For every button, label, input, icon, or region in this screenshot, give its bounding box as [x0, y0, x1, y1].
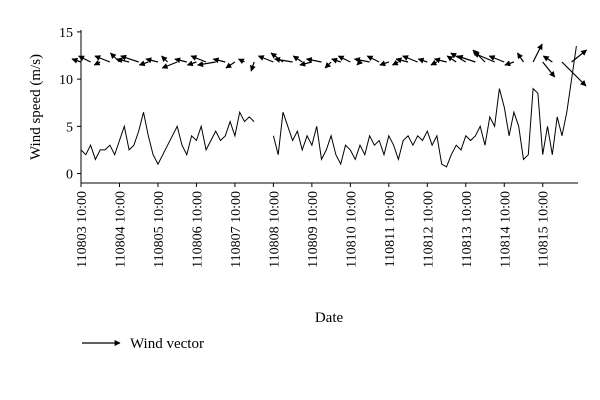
wind-vector: [417, 57, 428, 64]
wind-vector: [542, 61, 556, 78]
y-tick-label: 10: [59, 73, 73, 88]
wind-vector: [186, 60, 197, 67]
wind-vector: [488, 55, 505, 63]
y-axis-label: Wind speed (m/s): [28, 54, 44, 160]
x-tick-label: 110807 10:00: [229, 191, 244, 268]
x-axis-label: Date: [315, 310, 344, 326]
wind-vector: [257, 55, 274, 63]
wind-vector: [93, 59, 101, 66]
wind-vector: [299, 60, 313, 67]
wind-vector: [145, 57, 159, 64]
x-tick-label: 110803 10:00: [75, 191, 90, 268]
x-tick-label: 110804 10:00: [113, 191, 128, 268]
wind-vector: [110, 52, 120, 63]
wind-vector: [250, 61, 256, 72]
y-tick-label: 15: [59, 26, 73, 41]
wind-vector: [161, 55, 168, 63]
wind-vector: [353, 57, 370, 64]
wind-vector: [532, 43, 543, 63]
wind-vector: [456, 54, 476, 63]
wind-vector: [197, 61, 216, 68]
wind-vector: [446, 55, 457, 63]
x-tick-label: 110814 10:00: [498, 191, 513, 268]
wind-vector: [379, 60, 390, 67]
wind-vector: [161, 61, 178, 69]
wind-vector: [331, 57, 341, 64]
wind-vector: [402, 55, 418, 63]
x-tick-label: 110812 10:00: [421, 191, 436, 268]
x-tick-label: 110806 10:00: [190, 191, 205, 268]
x-tick-label: 110815 10:00: [537, 191, 552, 268]
wind-vector: [324, 61, 332, 69]
wind-vector: [516, 52, 524, 63]
wind-vector: [356, 59, 363, 66]
wind-vector: [292, 55, 303, 63]
wind-vector: [305, 57, 322, 64]
x-tick-label: 110808 10:00: [267, 191, 282, 268]
wind-vector: [225, 61, 236, 69]
wind-vector: [395, 57, 409, 64]
wind-vector: [472, 49, 486, 63]
x-tick-label: 110805 10:00: [152, 191, 167, 268]
wind-vector: [237, 58, 245, 65]
wind-vector: [120, 54, 139, 63]
y-tick-label: 0: [66, 168, 73, 183]
legend-label: Wind vector: [130, 336, 204, 352]
wind-vector: [138, 60, 149, 67]
wind-vector: [366, 55, 380, 63]
y-tick-label: 5: [66, 120, 73, 135]
wind-vector: [274, 56, 293, 63]
wind-vector: [571, 49, 588, 63]
wind-vector: [391, 59, 399, 66]
speed-line: [80, 110, 255, 166]
x-tick-label: 110813 10:00: [460, 191, 475, 268]
wind-vector: [212, 57, 226, 64]
wind-vector: [430, 59, 438, 66]
x-tick-label: 110809 10:00: [306, 191, 321, 268]
wind-vector: [71, 57, 82, 64]
x-tick-label: 110811 10:00: [383, 191, 398, 267]
wind-vector: [78, 55, 91, 63]
wind-vector: [542, 55, 553, 63]
speed-line: [272, 46, 577, 168]
wind-vector: [433, 57, 447, 64]
wind-vector: [337, 55, 351, 63]
wind-vector: [174, 57, 187, 64]
wind-vector: [190, 55, 207, 63]
wind-vector: [504, 60, 515, 67]
wind-vector: [561, 61, 587, 87]
x-tick-label: 110810 10:00: [344, 191, 359, 268]
wind-vector: [94, 55, 111, 63]
